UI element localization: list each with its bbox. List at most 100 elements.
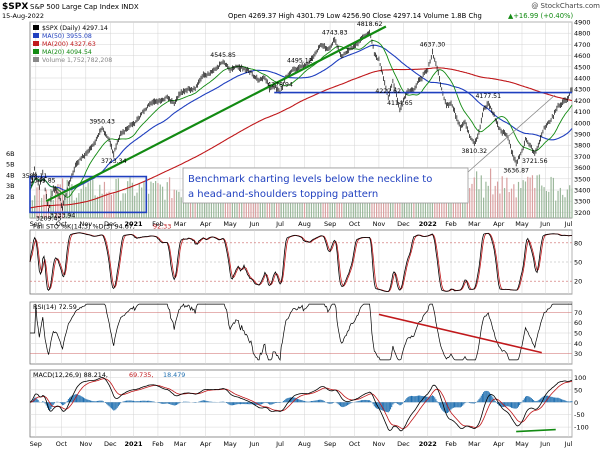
macd-hist-bar: [500, 402, 502, 407]
ma200-line: [29, 67, 573, 209]
macd-hist-bar: [288, 397, 290, 403]
macd-hist-bar: [306, 401, 308, 403]
volume-bar: [408, 194, 410, 218]
volume-bar: [131, 182, 133, 218]
legend-swatch: [33, 49, 39, 54]
volume-bar: [569, 185, 571, 218]
macd-hist-bar: [94, 401, 96, 403]
macd-hist-bar: [209, 401, 211, 403]
macd-hist-bar: [513, 402, 515, 409]
macd-hist-bar: [459, 402, 461, 408]
macd-hist-bar: [509, 402, 511, 408]
legend-swatch: [33, 41, 39, 46]
macd-hist-bar: [357, 401, 359, 403]
macd-hist-bar: [134, 401, 136, 403]
macd-hist-bar: [406, 398, 408, 403]
macd-hist-bar: [48, 402, 50, 410]
volume-bar: [492, 194, 494, 218]
macd-hist-bar: [463, 402, 465, 405]
macd-hist-bar: [115, 402, 117, 410]
macd-hist-bar: [451, 402, 453, 409]
macd-hist-bar: [456, 402, 458, 408]
macd-hist-bar: [450, 402, 452, 410]
legend-swatch: [33, 25, 39, 30]
price-tick-label: 4200: [574, 97, 591, 105]
macd-hist-bar: [435, 399, 437, 403]
price-tick-label: 3600: [574, 164, 591, 172]
macd-hist-bar: [470, 402, 472, 404]
volume-bar: [250, 189, 252, 218]
macd-hist-bar: [174, 402, 176, 406]
macd-hist-bar: [534, 401, 536, 403]
date-label: 15-Aug-2022: [2, 12, 44, 20]
macd-hist-bar: [506, 402, 508, 407]
macd-hist-bar: [516, 402, 518, 409]
macd-hist-bar: [423, 396, 425, 403]
macd-hist-bar: [167, 402, 169, 404]
pivot-label: 3209.45: [36, 215, 62, 222]
macd-hist-bar: [300, 400, 302, 403]
macd-hist-bar: [528, 396, 530, 403]
macd-hist-bar: [394, 402, 396, 403]
macd-hist-bar: [92, 401, 94, 403]
macd-hist-bar: [426, 396, 428, 403]
volume-bar: [99, 184, 101, 218]
volume-bar: [550, 176, 552, 218]
macd-hist-bar: [499, 402, 501, 407]
macd-hist-bar: [59, 402, 61, 404]
macd-hist-bar: [148, 400, 150, 403]
macd-hist-bar: [127, 400, 129, 403]
volume-bar: [564, 197, 566, 218]
volume-bar: [566, 189, 568, 218]
macd-hist-bar: [165, 402, 167, 404]
macd-hist-bar: [208, 401, 210, 403]
volume-bar: [101, 193, 103, 218]
macd-tick-label: 50: [574, 386, 582, 394]
pivot-label: 3549.85: [30, 177, 56, 184]
macd-hist-bar: [199, 401, 201, 403]
macd-hist-bar: [44, 402, 46, 404]
macd-hist-bar: [270, 402, 272, 405]
macd-hist-bar: [298, 399, 300, 403]
volume-bar: [54, 187, 57, 218]
macd-hist-bar: [263, 402, 265, 404]
macd-hist-bar: [430, 395, 432, 403]
price-tick-label: 4600: [574, 52, 591, 60]
volume-bar: [78, 193, 80, 218]
volume-bar: [348, 198, 350, 218]
macd-hist-bar: [283, 400, 285, 403]
macd-hist-bar: [535, 401, 537, 403]
macd-hist-bar: [393, 402, 395, 404]
volume-bar: [57, 184, 59, 218]
volume-bar: [513, 184, 515, 218]
macd-hist-bar: [421, 396, 423, 403]
macd-hist-bar: [222, 401, 224, 403]
macd-hist-bar: [206, 400, 208, 403]
uptrend-line: [45, 25, 387, 203]
volume-bar: [220, 193, 222, 218]
macd-hist-bar: [333, 402, 335, 403]
macd-hist-bar: [316, 400, 318, 403]
price-tick-label: 4000: [574, 119, 591, 127]
volume-bar: [196, 194, 199, 218]
x-tick-label-mid: Nov: [373, 220, 386, 228]
macd-hist-bar: [545, 395, 547, 403]
macd-hist-bar: [378, 402, 380, 410]
volume-bar: [75, 197, 78, 218]
volume-bar: [164, 199, 166, 218]
volume-bar: [208, 196, 210, 218]
macd-hist-bar: [322, 400, 324, 403]
volume-bar: [141, 187, 143, 218]
pivot-label: 3723.34: [101, 158, 127, 165]
macd-hist-bar: [336, 402, 338, 404]
volume-bar: [534, 187, 536, 218]
macd-hist-bar: [369, 400, 371, 403]
macd-hist-bar: [179, 402, 181, 403]
volume-bar: [113, 193, 115, 218]
macd-hist-bar: [397, 402, 399, 404]
macd-hist-bar: [445, 402, 447, 414]
macd-hist-bar: [410, 395, 412, 403]
x-tick-label-mid: Jun: [539, 220, 550, 228]
macd-hist-bar: [185, 401, 187, 403]
volume-bar: [224, 198, 226, 218]
